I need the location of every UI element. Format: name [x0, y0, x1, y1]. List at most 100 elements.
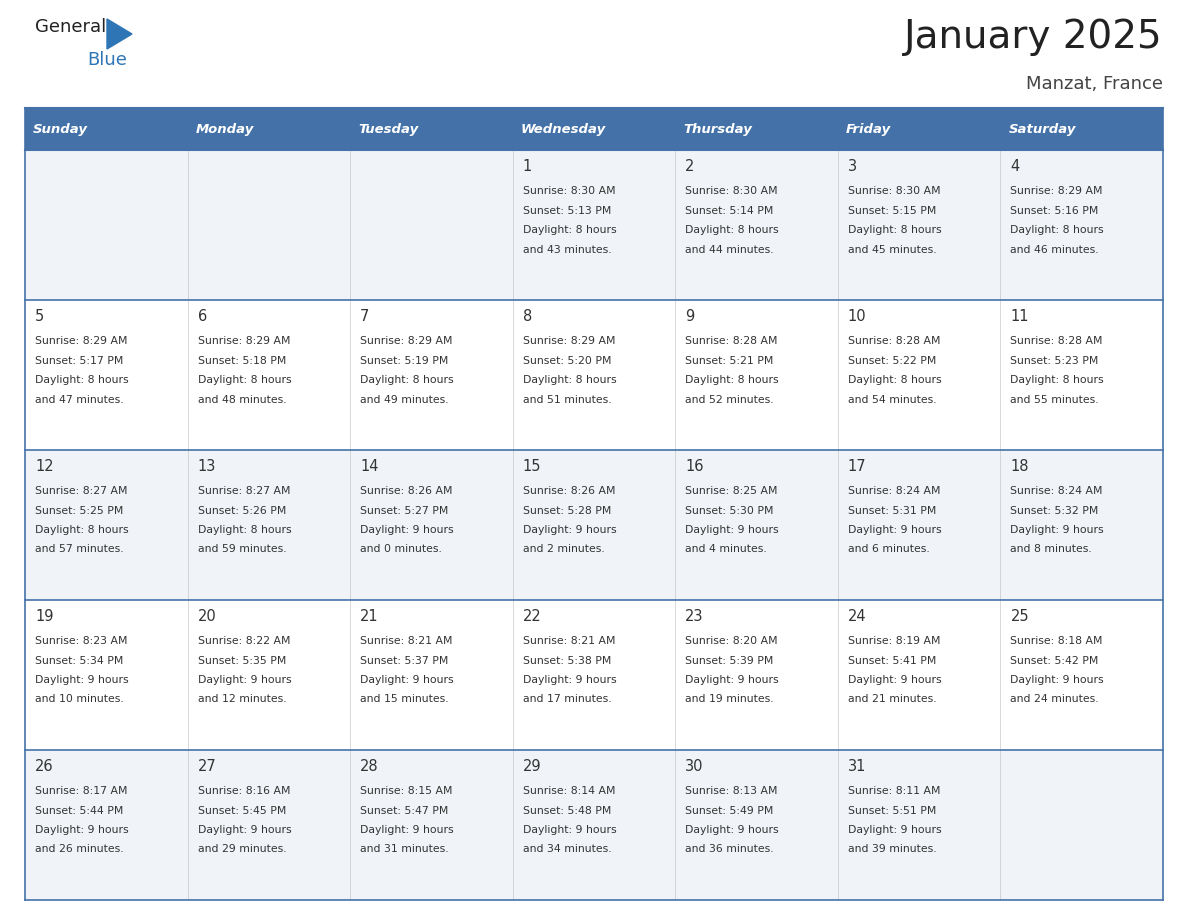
Text: 6: 6 — [197, 309, 207, 324]
Bar — [838, 108, 1000, 150]
Text: 3: 3 — [848, 159, 857, 174]
Text: and 8 minutes.: and 8 minutes. — [1011, 544, 1092, 554]
Text: Sunset: 5:32 PM: Sunset: 5:32 PM — [1011, 506, 1099, 516]
Text: Daylight: 8 hours: Daylight: 8 hours — [1011, 375, 1104, 385]
Text: Sunset: 5:22 PM: Sunset: 5:22 PM — [848, 355, 936, 365]
Text: Sunrise: 8:24 AM: Sunrise: 8:24 AM — [1011, 486, 1102, 496]
Text: Tuesday: Tuesday — [359, 122, 418, 136]
Text: Daylight: 9 hours: Daylight: 9 hours — [1011, 525, 1104, 535]
Text: Daylight: 9 hours: Daylight: 9 hours — [360, 525, 454, 535]
Text: Sunset: 5:47 PM: Sunset: 5:47 PM — [360, 805, 449, 815]
Bar — [188, 108, 350, 150]
Text: 23: 23 — [685, 609, 703, 624]
Text: Daylight: 8 hours: Daylight: 8 hours — [34, 525, 128, 535]
Text: Daylight: 8 hours: Daylight: 8 hours — [848, 375, 941, 385]
Text: Sunrise: 8:29 AM: Sunrise: 8:29 AM — [523, 336, 615, 346]
Text: 2: 2 — [685, 159, 695, 174]
Text: Daylight: 9 hours: Daylight: 9 hours — [523, 525, 617, 535]
Text: and 29 minutes.: and 29 minutes. — [197, 845, 286, 855]
Text: 18: 18 — [1011, 459, 1029, 474]
Text: Daylight: 9 hours: Daylight: 9 hours — [523, 675, 617, 685]
Text: Friday: Friday — [846, 122, 891, 136]
Text: Sunrise: 8:27 AM: Sunrise: 8:27 AM — [34, 486, 127, 496]
Text: and 59 minutes.: and 59 minutes. — [197, 544, 286, 554]
Text: Daylight: 9 hours: Daylight: 9 hours — [1011, 675, 1104, 685]
Text: 27: 27 — [197, 759, 216, 774]
Text: Daylight: 8 hours: Daylight: 8 hours — [197, 375, 291, 385]
Text: Sunrise: 8:28 AM: Sunrise: 8:28 AM — [1011, 336, 1102, 346]
Text: Sunset: 5:16 PM: Sunset: 5:16 PM — [1011, 206, 1099, 216]
Text: 28: 28 — [360, 759, 379, 774]
Bar — [350, 108, 513, 150]
Text: Sunrise: 8:30 AM: Sunrise: 8:30 AM — [523, 186, 615, 196]
Text: Sunset: 5:27 PM: Sunset: 5:27 PM — [360, 506, 449, 516]
Text: Sunset: 5:28 PM: Sunset: 5:28 PM — [523, 506, 611, 516]
Text: Sunset: 5:30 PM: Sunset: 5:30 PM — [685, 506, 773, 516]
Text: Sunrise: 8:26 AM: Sunrise: 8:26 AM — [360, 486, 453, 496]
Text: Sunset: 5:34 PM: Sunset: 5:34 PM — [34, 655, 124, 666]
Text: Sunset: 5:26 PM: Sunset: 5:26 PM — [197, 506, 286, 516]
Text: Sunset: 5:19 PM: Sunset: 5:19 PM — [360, 355, 449, 365]
Text: Thursday: Thursday — [683, 122, 752, 136]
Text: Sunset: 5:49 PM: Sunset: 5:49 PM — [685, 805, 773, 815]
Text: Daylight: 9 hours: Daylight: 9 hours — [360, 675, 454, 685]
Text: and 39 minutes.: and 39 minutes. — [848, 845, 936, 855]
Text: 25: 25 — [1011, 609, 1029, 624]
Text: 15: 15 — [523, 459, 542, 474]
Text: and 31 minutes.: and 31 minutes. — [360, 845, 449, 855]
Text: Daylight: 9 hours: Daylight: 9 hours — [848, 525, 941, 535]
Text: Daylight: 9 hours: Daylight: 9 hours — [197, 675, 291, 685]
Text: Daylight: 9 hours: Daylight: 9 hours — [197, 825, 291, 835]
Text: Sunrise: 8:18 AM: Sunrise: 8:18 AM — [1011, 636, 1102, 646]
Text: 21: 21 — [360, 609, 379, 624]
Text: Blue: Blue — [87, 51, 127, 69]
Text: Saturday: Saturday — [1009, 122, 1076, 136]
Text: Sunset: 5:31 PM: Sunset: 5:31 PM — [848, 506, 936, 516]
Text: and 54 minutes.: and 54 minutes. — [848, 395, 936, 405]
Text: and 12 minutes.: and 12 minutes. — [197, 695, 286, 704]
Text: Sunset: 5:48 PM: Sunset: 5:48 PM — [523, 805, 611, 815]
Text: 26: 26 — [34, 759, 53, 774]
Text: 24: 24 — [848, 609, 866, 624]
Text: Sunrise: 8:24 AM: Sunrise: 8:24 AM — [848, 486, 941, 496]
Text: and 19 minutes.: and 19 minutes. — [685, 695, 773, 704]
Text: Sunset: 5:51 PM: Sunset: 5:51 PM — [848, 805, 936, 815]
Text: Sunset: 5:35 PM: Sunset: 5:35 PM — [197, 655, 286, 666]
Text: Sunrise: 8:22 AM: Sunrise: 8:22 AM — [197, 636, 290, 646]
Text: Daylight: 8 hours: Daylight: 8 hours — [197, 525, 291, 535]
Text: and 48 minutes.: and 48 minutes. — [197, 395, 286, 405]
Bar — [25, 108, 188, 150]
Text: Daylight: 9 hours: Daylight: 9 hours — [685, 675, 779, 685]
Text: 30: 30 — [685, 759, 703, 774]
Text: and 46 minutes.: and 46 minutes. — [1011, 244, 1099, 254]
Text: Daylight: 8 hours: Daylight: 8 hours — [34, 375, 128, 385]
Bar — [25, 600, 1163, 750]
Text: Sunset: 5:38 PM: Sunset: 5:38 PM — [523, 655, 611, 666]
Text: and 6 minutes.: and 6 minutes. — [848, 544, 929, 554]
Text: Sunrise: 8:11 AM: Sunrise: 8:11 AM — [848, 786, 941, 796]
Text: Sunrise: 8:21 AM: Sunrise: 8:21 AM — [523, 636, 615, 646]
Text: and 36 minutes.: and 36 minutes. — [685, 845, 773, 855]
Text: and 4 minutes.: and 4 minutes. — [685, 544, 767, 554]
Text: Sunrise: 8:29 AM: Sunrise: 8:29 AM — [1011, 186, 1102, 196]
Text: Sunrise: 8:17 AM: Sunrise: 8:17 AM — [34, 786, 127, 796]
Text: and 44 minutes.: and 44 minutes. — [685, 244, 773, 254]
Text: and 52 minutes.: and 52 minutes. — [685, 395, 773, 405]
Bar — [513, 108, 675, 150]
Text: 10: 10 — [848, 309, 866, 324]
Text: Sunrise: 8:13 AM: Sunrise: 8:13 AM — [685, 786, 778, 796]
Text: Sunset: 5:39 PM: Sunset: 5:39 PM — [685, 655, 773, 666]
Bar — [1000, 108, 1163, 150]
Text: Daylight: 9 hours: Daylight: 9 hours — [523, 825, 617, 835]
Text: 29: 29 — [523, 759, 542, 774]
Text: 20: 20 — [197, 609, 216, 624]
Text: Daylight: 8 hours: Daylight: 8 hours — [523, 225, 617, 235]
Bar — [25, 300, 1163, 450]
Text: and 24 minutes.: and 24 minutes. — [1011, 695, 1099, 704]
Text: and 10 minutes.: and 10 minutes. — [34, 695, 124, 704]
Text: and 15 minutes.: and 15 minutes. — [360, 695, 449, 704]
Text: Manzat, France: Manzat, France — [1026, 75, 1163, 93]
Text: Sunrise: 8:21 AM: Sunrise: 8:21 AM — [360, 636, 453, 646]
Text: Sunrise: 8:30 AM: Sunrise: 8:30 AM — [685, 186, 778, 196]
Text: Sunset: 5:14 PM: Sunset: 5:14 PM — [685, 206, 773, 216]
